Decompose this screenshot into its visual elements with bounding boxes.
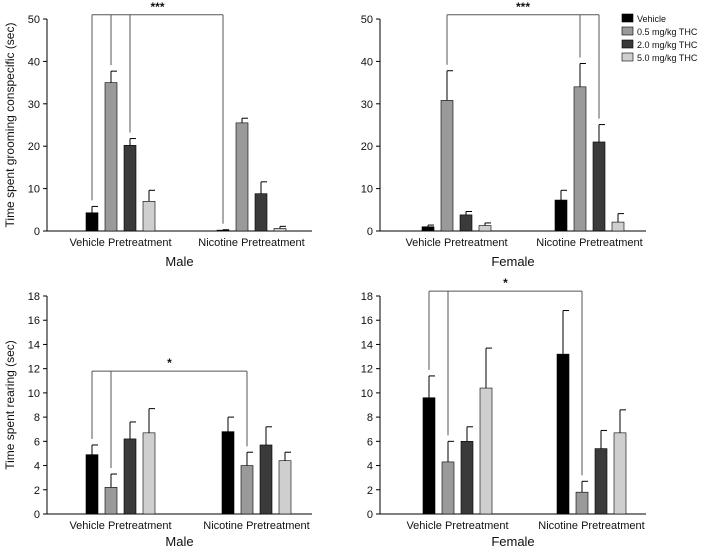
panel-4-y-tick-label: 4 bbox=[367, 461, 373, 473]
panel-1-y-tick-label: 30 bbox=[28, 99, 40, 111]
panel-4-y-tick-label: 8 bbox=[367, 412, 373, 424]
panel-3-bar bbox=[278, 460, 292, 515]
panel-3-x-axis-label: Male bbox=[165, 534, 193, 549]
legend-swatch bbox=[621, 26, 634, 36]
panel-2-bar bbox=[440, 100, 454, 232]
panel-1-bar bbox=[123, 145, 137, 232]
panel-4-y-tick-label: 2 bbox=[367, 485, 373, 497]
panel-2-bar bbox=[554, 199, 568, 232]
panel-3-bar bbox=[85, 454, 99, 515]
panel-2-significance-label: *** bbox=[516, 0, 530, 14]
panel-1-y-axis-label: Time spent grooming conspecific (sec) bbox=[3, 23, 17, 228]
panel-3-y-tick-label: 8 bbox=[34, 412, 40, 424]
panel-4-significance-label: * bbox=[503, 276, 508, 290]
panel-3-bar bbox=[221, 431, 235, 515]
panel-4-bar bbox=[613, 432, 627, 515]
panel-3-significance-label: * bbox=[167, 356, 172, 370]
panel-1-bar bbox=[273, 228, 287, 232]
panel-2-bar bbox=[478, 225, 492, 232]
panel-4-bar bbox=[441, 461, 455, 515]
panel-1-bar bbox=[216, 229, 230, 232]
panel-4-category-label: Nicotine Pretreatment bbox=[538, 520, 644, 532]
panel-2-bar bbox=[611, 221, 625, 232]
legend-label: 0.5 mg/kg THC bbox=[637, 27, 698, 37]
panel-3-bar bbox=[259, 444, 273, 515]
panel-1-bar bbox=[104, 82, 118, 232]
panel-3-y-tick-label: 10 bbox=[28, 388, 40, 400]
panel-3-bar bbox=[123, 438, 137, 515]
panel-1-significance-label: *** bbox=[150, 0, 164, 14]
legend-swatch bbox=[621, 13, 634, 23]
panel-2-bar bbox=[592, 141, 606, 232]
panel-3-y-tick-label: 16 bbox=[28, 315, 40, 327]
panel-3-bar bbox=[142, 432, 156, 515]
panel-1-category-label: Vehicle Pretreatment bbox=[69, 237, 171, 249]
panel-4-x-axis-label: Female bbox=[491, 534, 534, 549]
panel-4-y-tick-label: 12 bbox=[361, 364, 373, 376]
panel-4-y-tick-label: 10 bbox=[361, 388, 373, 400]
panel-3-y-tick-label: 4 bbox=[34, 461, 40, 473]
panel-4-bar bbox=[479, 387, 493, 515]
panel-4-y-tick-label: 14 bbox=[361, 339, 373, 351]
panel-4-bar bbox=[422, 397, 436, 515]
panel-2-y-tick-label: 20 bbox=[361, 141, 373, 153]
panel-3-y-tick-label: 0 bbox=[34, 509, 40, 521]
panel-2-bar bbox=[459, 214, 473, 232]
legend-swatch bbox=[621, 52, 634, 62]
panel-4-bar bbox=[594, 448, 608, 515]
panel-2-bar bbox=[573, 86, 587, 232]
panel-1-bar bbox=[235, 122, 249, 232]
panel-2-category-label: Vehicle Pretreatment bbox=[405, 237, 507, 249]
panel-4-y-tick-label: 6 bbox=[367, 436, 373, 448]
panel-2-y-tick-label: 0 bbox=[367, 226, 373, 238]
panel-4-y-tick-label: 16 bbox=[361, 315, 373, 327]
panel-4-y-tick-label: 18 bbox=[361, 291, 373, 303]
legend-label: 5.0 mg/kg THC bbox=[637, 53, 698, 63]
panel-1-y-tick-label: 10 bbox=[28, 184, 40, 196]
panel-3-y-tick-label: 2 bbox=[34, 485, 40, 497]
panel-1-y-tick-label: 0 bbox=[34, 226, 40, 238]
panel-3-bar bbox=[240, 465, 254, 515]
panel-2-y-tick-label: 40 bbox=[361, 56, 373, 68]
panel-3-y-tick-label: 6 bbox=[34, 436, 40, 448]
panel-4-bar bbox=[575, 491, 589, 515]
panel-3-y-tick-label: 12 bbox=[28, 364, 40, 376]
panel-1-category-label: Nicotine Pretreatment bbox=[198, 237, 304, 249]
panel-2-y-tick-label: 10 bbox=[361, 184, 373, 196]
panel-3-y-axis-label: Time spent rearing (sec) bbox=[3, 340, 17, 470]
panel-2-y-tick-label: 30 bbox=[361, 99, 373, 111]
panel-2-category-label: Nicotine Pretreatment bbox=[536, 237, 642, 249]
panel-4-category-label: Vehicle Pretreatment bbox=[406, 520, 508, 532]
panel-3-y-tick-label: 18 bbox=[28, 291, 40, 303]
panel-1-y-tick-label: 20 bbox=[28, 141, 40, 153]
panel-1-y-tick-label: 40 bbox=[28, 56, 40, 68]
panel-2-y-tick-label: 50 bbox=[361, 14, 373, 26]
panel-3-category-label: Vehicle Pretreatment bbox=[69, 520, 171, 532]
panel-1-y-tick-label: 50 bbox=[28, 14, 40, 26]
legend-swatch bbox=[621, 39, 634, 49]
panel-1-bar bbox=[254, 193, 268, 232]
panel-4-bar bbox=[460, 441, 474, 515]
panel-3-category-label: Nicotine Pretreatment bbox=[203, 520, 309, 532]
panel-1-bar bbox=[85, 212, 99, 232]
panel-4-y-tick-label: 0 bbox=[367, 509, 373, 521]
panel-2-bar bbox=[421, 226, 435, 232]
panel-3-bar bbox=[104, 487, 118, 515]
panel-3-y-tick-label: 14 bbox=[28, 339, 40, 351]
panel-1-x-axis-label: Male bbox=[165, 254, 193, 269]
panel-4-bar bbox=[556, 353, 570, 515]
legend-label: Vehicle bbox=[637, 14, 666, 24]
panel-2-x-axis-label: Female bbox=[491, 254, 534, 269]
panel-1-bar bbox=[142, 201, 156, 232]
legend-label: 2.0 mg/kg THC bbox=[637, 40, 698, 50]
